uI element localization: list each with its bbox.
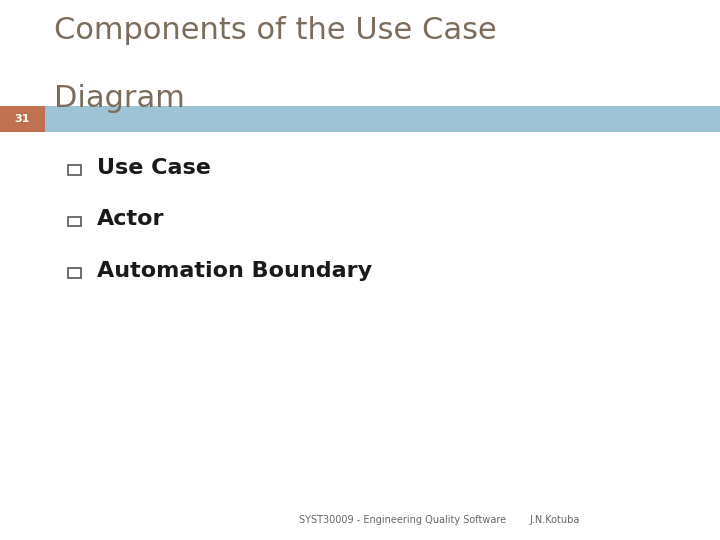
Text: Automation Boundary: Automation Boundary bbox=[97, 260, 372, 281]
Bar bbox=[68, 165, 81, 175]
Bar bbox=[68, 268, 81, 278]
Text: J.N.Kotuba: J.N.Kotuba bbox=[529, 515, 580, 525]
Text: Use Case: Use Case bbox=[97, 158, 211, 178]
Text: Actor: Actor bbox=[97, 209, 165, 230]
Text: 31: 31 bbox=[14, 114, 30, 124]
Bar bbox=[0, 106, 720, 132]
Text: Diagram: Diagram bbox=[54, 84, 185, 113]
Bar bbox=[0, 106, 45, 132]
Text: Components of the Use Case: Components of the Use Case bbox=[54, 16, 497, 45]
Bar bbox=[68, 217, 81, 226]
Text: SYST30009 - Engineering Quality Software: SYST30009 - Engineering Quality Software bbox=[299, 515, 506, 525]
